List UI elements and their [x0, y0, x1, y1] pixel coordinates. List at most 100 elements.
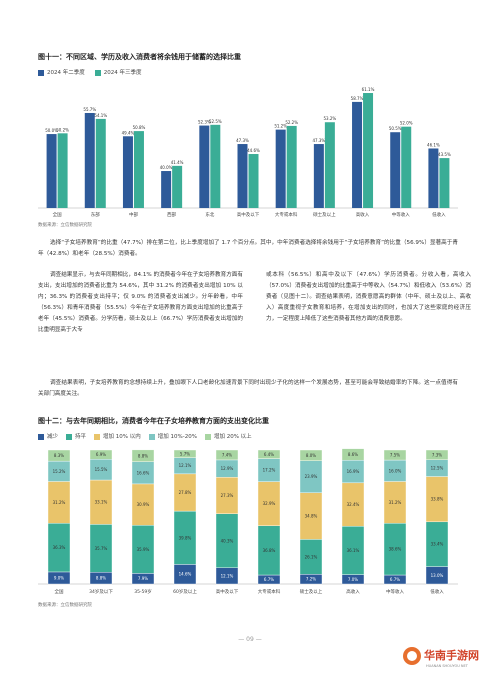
fig11-legend: 2024 年二季度 2024 年三季度: [38, 68, 142, 76]
segment-value-label: 35.9%: [137, 547, 150, 552]
bar-value-label: 53.2%: [324, 116, 337, 121]
legend-item-decrease: 减少: [38, 432, 58, 440]
segment-value-label: 9.0%: [54, 575, 64, 580]
category-tick-label: 中部: [129, 211, 138, 218]
fig11-title: 图十一：不同区域、学历及收入消费者将余钱用于储蓄的选择比重: [38, 53, 241, 61]
segment-value-label: 39.8%: [179, 535, 192, 540]
segment-value-label: 12.1%: [221, 573, 234, 578]
segment-value-label: 38.6%: [389, 547, 402, 552]
category-tick-label: 中等收入: [392, 211, 410, 218]
category-tick-label: 西部: [167, 211, 176, 218]
category-tick-label: 中等收入: [386, 588, 404, 595]
category-tick-label: 低收入: [430, 588, 444, 595]
category-tick-label: 大专或本科: [258, 588, 281, 595]
category-tick-label: 高收入: [356, 211, 370, 218]
segment-value-label: 33.1%: [95, 500, 108, 505]
category-tick-label: 全国: [55, 588, 64, 595]
category-tick-label: 35-59岁: [134, 588, 152, 595]
fig12-legend: 减少 持平 增加 10% 以内 增加 10%-20% 增加 20% 以上: [38, 432, 252, 440]
stack-segment: [173, 449, 197, 458]
segment-value-label: 12.1%: [179, 463, 192, 468]
stack-segment: [47, 449, 71, 462]
segment-value-label: 15.5%: [95, 467, 108, 472]
segment-value-label: 31.2%: [53, 500, 66, 505]
segment-value-label: 7.3%: [432, 452, 442, 457]
bar-value-label: 54.1%: [94, 113, 107, 118]
segment-value-label: 34.8%: [305, 514, 318, 519]
segment-value-label: 33.4%: [431, 542, 444, 547]
paragraph-2-left: 调查结果显示，与去年同期相比，84.1% 的消费者今年在子女培养教育方面有支出，…: [38, 272, 243, 333]
bar-value-label: 50.2%: [56, 127, 69, 132]
segment-value-label: 7.5%: [390, 453, 400, 458]
category-tick-label: 全国: [53, 211, 62, 218]
bar-value-label: 43.5%: [438, 152, 451, 157]
segment-value-label: 13.0%: [431, 573, 444, 578]
category-tick-label: 高中及以下: [216, 588, 239, 595]
category-tick-label: 高收入: [346, 588, 360, 595]
bar-value-label: 44.6%: [247, 148, 260, 153]
segment-value-label: 6.4%: [264, 452, 274, 457]
category-tick-label: 大专或本科: [275, 211, 298, 218]
category-tick-label: 34岁及以下: [89, 588, 113, 595]
segment-value-label: 6.7%: [264, 577, 274, 582]
segment-value-label: 36.8%: [263, 548, 276, 553]
fig12-title: 图十二：与去年同期相比，消费者今年在子女培养教育方面的支出变化比重: [38, 417, 269, 425]
category-tick-label: 东北: [205, 211, 214, 218]
bar-q3: [172, 165, 183, 208]
segment-value-label: 12.9%: [221, 466, 234, 471]
segment-value-label: 12.5%: [431, 466, 444, 471]
stack-segment: [89, 449, 113, 460]
bar-value-label: 40.0%: [160, 165, 173, 170]
segment-value-label: 14.6%: [179, 572, 192, 577]
bar-q2: [352, 101, 363, 208]
fig12-chart: 9.0% 36.3% 31.2% 15.2% 8.3% 全国 8.8% 35.7% 33.1% 1…: [38, 448, 458, 595]
bar-q2: [428, 148, 439, 208]
paragraph-3: 调查结果表明，子女培养教育的念想持续上升，叠加眼下人口老龄化加速背景下同时出现少…: [38, 380, 458, 397]
segment-value-label: 7.9%: [138, 576, 148, 581]
segment-value-label: 33.8%: [431, 497, 444, 502]
watermark-logo: 华南手游网 HUANAN SHOUYOU NET: [400, 640, 500, 674]
segment-value-label: 7.2%: [306, 577, 316, 582]
segment-value-label: 6.7%: [390, 577, 400, 582]
bar-q3: [324, 122, 335, 208]
watermark-icon: 华南手游网 HUANAN SHOUYOU NET: [403, 647, 479, 668]
bar-value-label: 50.5%: [389, 126, 402, 131]
segment-value-label: 16.6%: [137, 470, 150, 475]
category-tick-label: 硕士及以上: [313, 211, 336, 218]
bar-q2: [313, 144, 324, 208]
bar-q2: [237, 144, 248, 208]
bar-q3: [363, 93, 374, 208]
stack-segment: [425, 449, 449, 460]
bar-value-label: 51.2%: [274, 124, 287, 129]
bar-q2: [84, 112, 95, 208]
stack-segment: [383, 449, 407, 461]
segment-value-label: 8.8%: [138, 453, 148, 458]
bar-q2: [46, 134, 57, 208]
segment-value-label: 32.4%: [347, 502, 360, 507]
bar-value-label: 52.0%: [400, 121, 413, 126]
bar-q2: [390, 132, 401, 208]
bar-q2: [199, 125, 210, 208]
svg-text:华南手游网: 华南手游网: [424, 648, 479, 662]
segment-value-label: 36.1%: [347, 548, 360, 553]
segment-value-label: 40.3%: [221, 538, 234, 543]
bar-value-label: 41.4%: [171, 160, 184, 165]
legend-item-inc10-20: 增加 10%-20%: [148, 432, 197, 440]
fig12-source: 数据来源：立信数据研究院: [38, 603, 92, 608]
bar-value-label: 52.3%: [198, 120, 211, 125]
bar-value-label: 47.3%: [236, 138, 249, 143]
segment-value-label: 8.8%: [96, 576, 106, 581]
bar-value-label: 52.5%: [209, 119, 222, 124]
legend-item-q2: 2024 年二季度: [38, 68, 85, 76]
legend-item-inc10: 增加 10% 以内: [94, 432, 141, 440]
bar-q2: [275, 129, 286, 208]
bar-q3: [133, 131, 144, 208]
bar-value-label: 50.8%: [133, 125, 146, 130]
stack-segment: [257, 449, 281, 459]
bar-value-label: 58.7%: [351, 96, 364, 101]
bar-q3: [439, 158, 450, 208]
stack-segment: [131, 449, 155, 462]
fig11-chart: 50.0%50.2% 全国 55.7%54.1% 东部 49.4%50.8% 中部 40.0…: [38, 87, 458, 218]
svg-text:HUANAN SHOUYOU NET: HUANAN SHOUYOU NET: [426, 664, 469, 668]
segment-value-label: 30.9%: [137, 502, 150, 507]
